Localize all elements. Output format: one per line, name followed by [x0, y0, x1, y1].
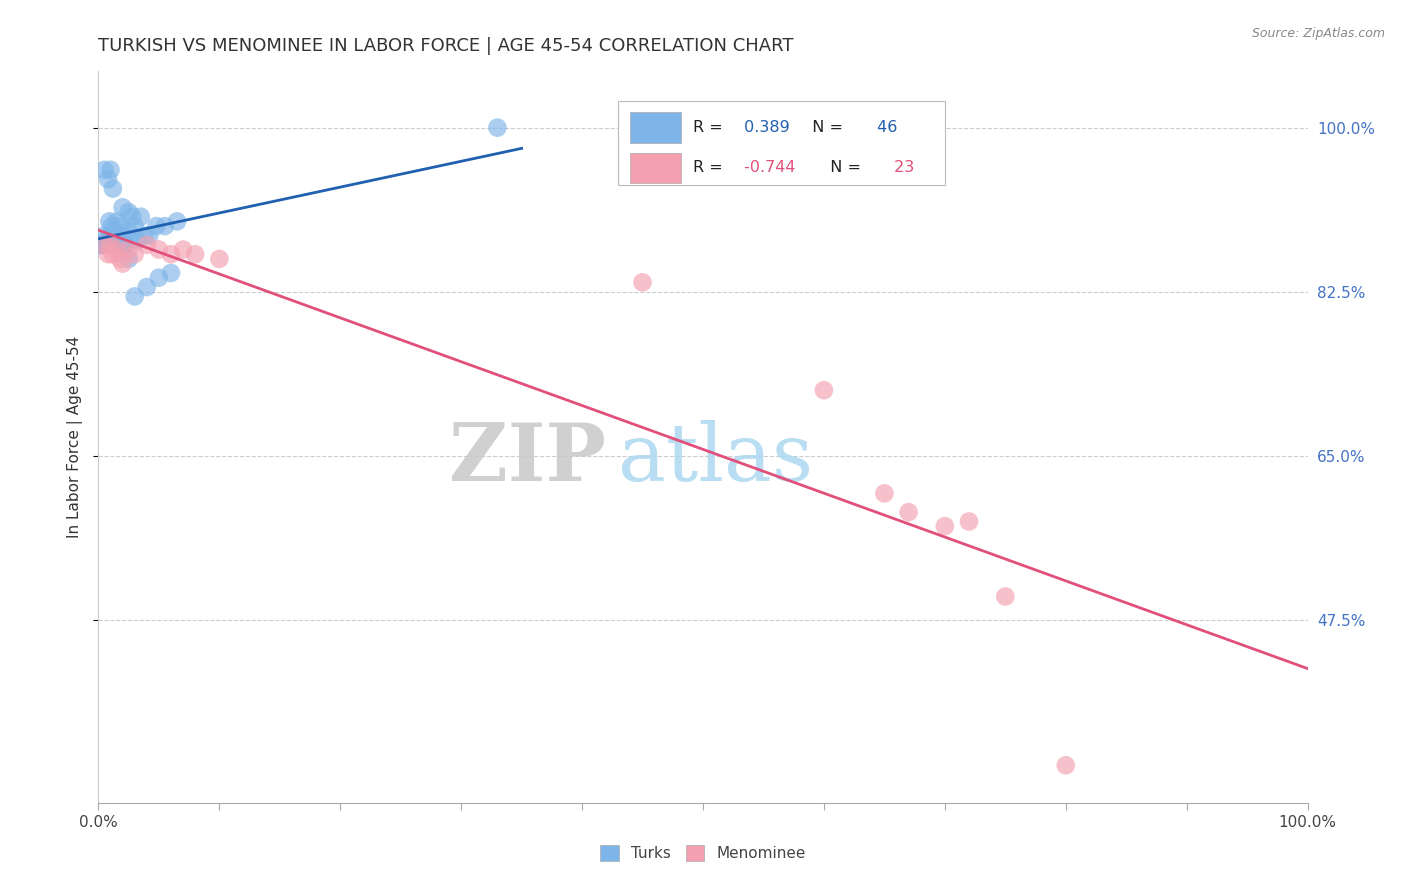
Point: [118, 224, 141, 238]
Point: [111, 257, 134, 271]
Point: [873, 486, 896, 500]
Point: [153, 219, 176, 233]
Point: [124, 219, 146, 233]
Text: R =: R =: [693, 161, 723, 176]
Point: [166, 214, 188, 228]
Point: [105, 237, 128, 252]
Point: [148, 270, 170, 285]
Point: [1054, 758, 1077, 772]
Point: [184, 247, 207, 261]
Point: [97, 233, 120, 247]
Point: [121, 233, 143, 247]
Point: [138, 228, 160, 243]
Point: [100, 228, 122, 243]
Point: [100, 237, 122, 252]
Text: 46: 46: [872, 120, 897, 135]
Point: [148, 243, 170, 257]
Point: [172, 243, 194, 257]
Point: [101, 181, 124, 195]
Point: [160, 266, 183, 280]
Point: [118, 252, 141, 266]
Point: [89, 237, 111, 252]
Point: [108, 252, 131, 266]
Point: [118, 243, 141, 257]
Point: [118, 205, 141, 219]
Point: [108, 237, 131, 252]
Text: R =: R =: [693, 120, 723, 135]
Point: [105, 243, 128, 257]
Point: [897, 505, 920, 519]
Point: [96, 233, 118, 247]
Point: [486, 120, 509, 135]
Point: [93, 237, 115, 252]
Text: -0.744: -0.744: [740, 161, 796, 176]
Text: 23: 23: [889, 161, 914, 176]
Point: [97, 172, 120, 186]
FancyBboxPatch shape: [630, 153, 682, 183]
Point: [114, 235, 136, 249]
Point: [957, 515, 980, 529]
Point: [105, 237, 128, 252]
Text: 0.389: 0.389: [740, 120, 790, 135]
FancyBboxPatch shape: [630, 112, 682, 143]
Point: [114, 237, 136, 252]
FancyBboxPatch shape: [619, 101, 945, 185]
Point: [208, 252, 231, 266]
Point: [994, 590, 1017, 604]
Point: [129, 210, 152, 224]
Point: [813, 383, 835, 397]
Point: [160, 247, 183, 261]
Point: [124, 289, 146, 303]
Point: [121, 210, 143, 224]
Point: [103, 228, 125, 243]
Point: [111, 200, 134, 214]
Point: [93, 162, 115, 177]
Point: [93, 228, 115, 243]
Point: [114, 237, 136, 252]
Point: [105, 214, 128, 228]
Point: [97, 247, 120, 261]
Text: Source: ZipAtlas.com: Source: ZipAtlas.com: [1251, 27, 1385, 40]
Point: [94, 237, 117, 252]
Point: [101, 224, 124, 238]
Point: [111, 228, 134, 243]
Y-axis label: In Labor Force | Age 45-54: In Labor Force | Age 45-54: [67, 336, 83, 538]
Point: [108, 219, 131, 233]
Point: [145, 219, 167, 233]
Point: [135, 237, 157, 252]
Text: ZIP: ZIP: [450, 420, 606, 498]
Point: [98, 214, 121, 228]
Point: [91, 237, 114, 252]
Text: N =: N =: [820, 161, 862, 176]
Point: [91, 237, 114, 252]
Point: [108, 237, 131, 252]
Legend: Turks, Menominee: Turks, Menominee: [600, 845, 806, 861]
Text: N =: N =: [803, 120, 844, 135]
Point: [127, 233, 149, 247]
Point: [135, 280, 157, 294]
Point: [124, 247, 146, 261]
Point: [107, 233, 129, 247]
Point: [100, 162, 122, 177]
Point: [100, 219, 122, 233]
Text: TURKISH VS MENOMINEE IN LABOR FORCE | AGE 45-54 CORRELATION CHART: TURKISH VS MENOMINEE IN LABOR FORCE | AG…: [98, 37, 794, 54]
Point: [134, 228, 156, 243]
Point: [934, 519, 956, 533]
Text: atlas: atlas: [619, 420, 814, 498]
Point: [101, 247, 124, 261]
Point: [631, 276, 654, 290]
